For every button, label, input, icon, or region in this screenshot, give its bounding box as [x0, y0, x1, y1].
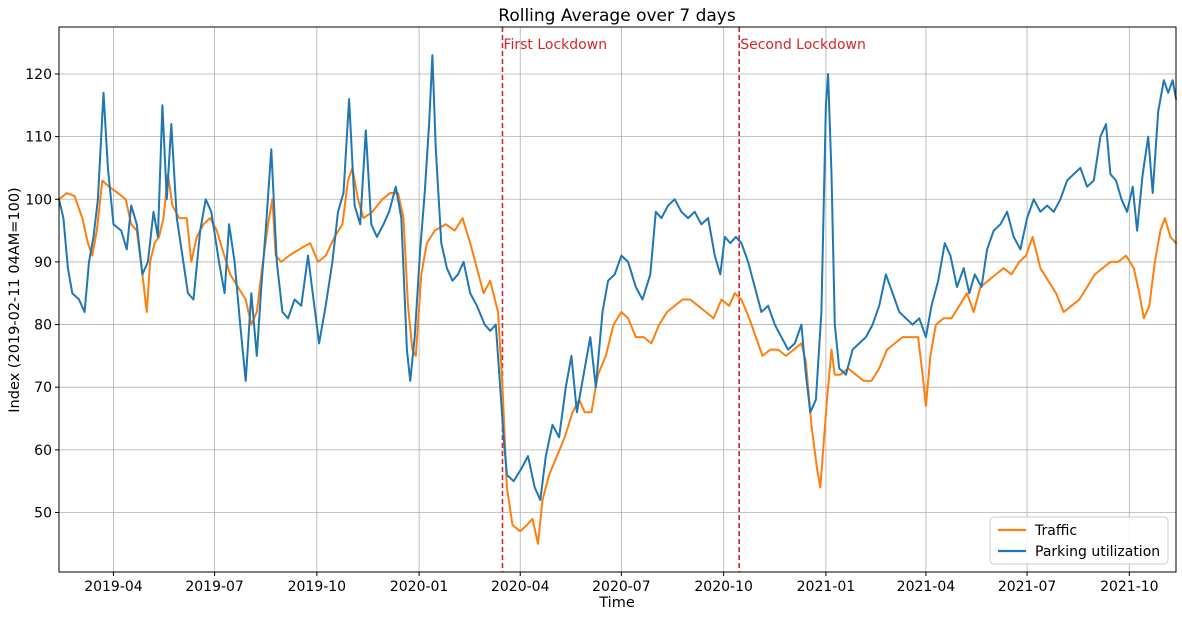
y-tick-label: 80 [34, 318, 52, 334]
x-tick-label: 2020-07 [592, 579, 651, 595]
y-tick-label: 70 [34, 380, 52, 396]
y-tick-label: 50 [34, 505, 52, 521]
x-tick-label: 2020-10 [694, 579, 753, 595]
lockdown-markers [501, 27, 741, 572]
series-layer [58, 54, 1177, 545]
legend-label: Parking utilization [1035, 544, 1160, 560]
x-tick-label: 2019-04 [84, 579, 143, 595]
x-tick-label: 2019-10 [288, 579, 347, 595]
lockdown-label: Second Lockdown [740, 37, 866, 53]
lockdown-labels: First Lockdown Second Lockdown [503, 37, 865, 53]
y-tick-label: 120 [25, 67, 52, 83]
plot-frame [58, 26, 1177, 573]
x-axis-ticks: 2019-04 2019-07 2019-10 2020-01 2020-04 2020-… [84, 572, 1159, 595]
y-tick-label: 90 [34, 255, 52, 271]
y-tick-label: 110 [25, 130, 52, 146]
x-tick-label: 2020-01 [390, 579, 449, 595]
series-line-parking-utilization [58, 54, 1177, 501]
x-tick-label: 2021-10 [1100, 579, 1159, 595]
x-axis-title: Time [598, 595, 635, 611]
y-axis-ticks: 50 60 70 80 90 100 110 120 [25, 67, 59, 521]
lockdown-label: First Lockdown [503, 37, 607, 53]
y-axis-title: Index (2019-02-11 04AM=100) [7, 187, 23, 412]
x-tick-label: 2021-07 [998, 579, 1057, 595]
legend: Traffic Parking utilization [989, 516, 1169, 565]
legend-label: Traffic [1034, 523, 1077, 539]
x-tick-label: 2019-07 [185, 579, 244, 595]
x-tick-label: 2020-04 [491, 579, 550, 595]
y-tick-label: 100 [25, 192, 52, 208]
x-tick-label: 2021-01 [797, 579, 856, 595]
x-tick-label: 2021-04 [897, 579, 956, 595]
chart-title: Rolling Average over 7 days [498, 6, 736, 26]
legend-box [989, 516, 1169, 565]
y-tick-label: 60 [34, 443, 52, 459]
